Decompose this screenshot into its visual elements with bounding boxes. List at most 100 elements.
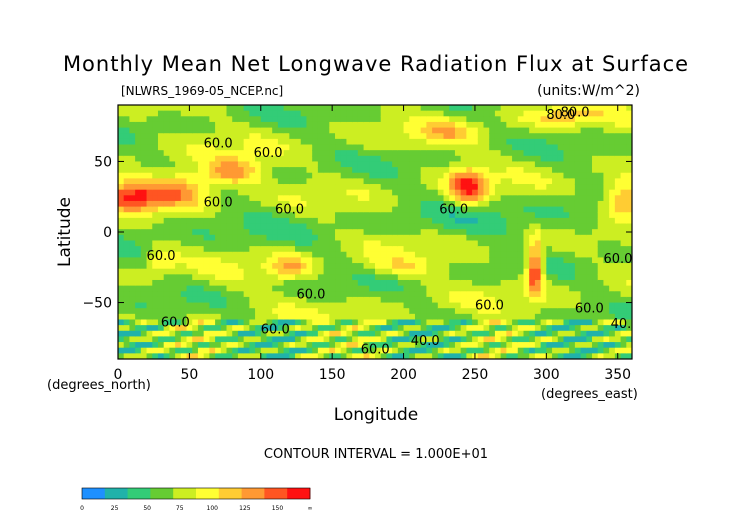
heatmap-cell	[272, 263, 279, 270]
heatmap-cell	[574, 263, 582, 270]
heatmap-cell	[546, 296, 553, 304]
heatmap-cell	[454, 206, 462, 213]
heatmap-cell	[289, 172, 296, 179]
heatmap-cell	[220, 308, 228, 315]
heatmap-cell	[306, 296, 313, 304]
heatmap-cell	[614, 325, 622, 332]
heatmap-cell	[323, 110, 330, 117]
heatmap-cell	[295, 285, 302, 292]
heatmap-cell	[203, 330, 210, 338]
heatmap-cell	[255, 279, 262, 287]
heatmap-cell	[317, 257, 325, 264]
heatmap-cell	[614, 150, 622, 157]
heatmap-cell	[123, 274, 131, 281]
heatmap-cell	[272, 353, 279, 359]
heatmap-cell	[472, 133, 479, 140]
heatmap-cell	[592, 138, 599, 146]
heatmap-cell	[506, 240, 513, 247]
heatmap-cell	[243, 251, 250, 258]
heatmap-cell	[306, 263, 313, 270]
heatmap-cell	[215, 240, 222, 247]
heatmap-cell	[426, 325, 433, 332]
heatmap-cell	[306, 144, 313, 151]
heatmap-cell	[392, 105, 399, 112]
heatmap-cell	[574, 336, 582, 343]
heatmap-cell	[352, 347, 359, 354]
heatmap-cell	[449, 308, 456, 315]
heatmap-cell	[375, 212, 382, 219]
heatmap-cell	[534, 330, 542, 338]
heatmap-cell	[534, 268, 542, 275]
heatmap-cell	[614, 178, 622, 185]
heatmap-cell	[232, 268, 239, 275]
heatmap-cell	[329, 240, 336, 247]
heatmap-cell	[123, 319, 131, 326]
heatmap-cell	[403, 308, 410, 315]
heatmap-cell	[340, 161, 348, 168]
heatmap-cell	[220, 172, 228, 179]
heatmap-cell	[546, 206, 553, 213]
heatmap-cell	[597, 105, 605, 112]
heatmap-cell	[289, 138, 296, 146]
heatmap-cell	[597, 172, 605, 179]
heatmap-cell	[175, 251, 182, 258]
heatmap-cell	[226, 302, 233, 309]
heatmap-cell	[140, 347, 148, 354]
heatmap-cell	[266, 342, 273, 349]
heatmap-cell	[534, 121, 542, 129]
heatmap-cell	[255, 240, 262, 247]
heatmap-cell	[209, 268, 216, 275]
heatmap-cell	[197, 161, 205, 168]
heatmap-cell	[340, 291, 348, 298]
heatmap-cell	[592, 229, 599, 236]
heatmap-cell	[209, 178, 216, 185]
heatmap-cell	[614, 229, 622, 236]
heatmap-cell	[369, 347, 376, 354]
heatmap-cell	[232, 347, 239, 354]
heatmap-cell	[392, 178, 399, 185]
heatmap-cell	[209, 308, 216, 315]
heatmap-cell	[226, 313, 233, 321]
heatmap-cell	[249, 217, 256, 225]
contour-label: 60.0	[603, 252, 632, 267]
heatmap-cell	[369, 274, 376, 281]
heatmap-cell	[226, 251, 233, 258]
heatmap-cell	[123, 223, 131, 230]
heatmap-cell	[552, 212, 559, 219]
heatmap-cell	[209, 121, 216, 129]
heatmap-cell	[534, 217, 542, 225]
heatmap-cell	[226, 296, 233, 304]
heatmap-cell	[283, 353, 290, 359]
heatmap-cell	[552, 302, 559, 309]
heatmap-cell	[346, 223, 353, 230]
heatmap-cell	[620, 302, 627, 309]
heatmap-cell	[266, 121, 273, 129]
heatmap-cell	[500, 296, 507, 304]
heatmap-cell	[169, 240, 176, 247]
heatmap-cell	[426, 296, 433, 304]
heatmap-cell	[592, 155, 599, 163]
heatmap-cell	[563, 127, 570, 134]
heatmap-cell	[180, 105, 188, 112]
heatmap-cell	[620, 110, 627, 117]
heatmap-cell	[277, 268, 285, 275]
heatmap-cell	[586, 325, 593, 332]
heatmap-cell	[197, 336, 205, 343]
heatmap-cell	[283, 195, 290, 202]
heatmap-cell	[380, 274, 388, 281]
heatmap-cell	[603, 308, 610, 315]
heatmap-cell	[506, 110, 513, 117]
heatmap-cell	[175, 240, 182, 247]
heatmap-cell	[409, 167, 416, 174]
heatmap-cell	[335, 347, 342, 354]
heatmap-cell	[118, 246, 125, 253]
heatmap-cell	[175, 206, 182, 213]
heatmap-cell	[237, 217, 245, 225]
heatmap-cell	[340, 229, 348, 236]
heatmap-cell	[426, 110, 433, 117]
heatmap-cell	[409, 150, 416, 157]
units-label: (units:W/m^2)	[537, 83, 640, 99]
heatmap-cell	[340, 296, 348, 304]
heatmap-cell	[403, 172, 410, 179]
heatmap-cell	[483, 110, 490, 117]
